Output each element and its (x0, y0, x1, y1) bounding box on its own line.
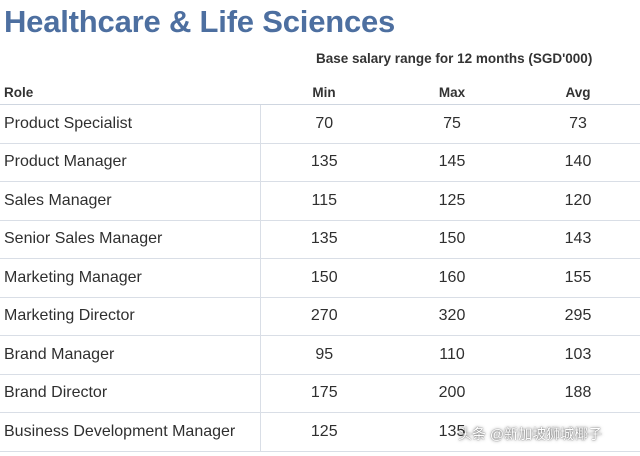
column-header-min: Min (260, 80, 388, 105)
min-cell: 175 (260, 374, 388, 413)
avg-cell: 120 (516, 181, 640, 221)
max-cell: 145 (388, 143, 516, 182)
role-cell: Product Manager (0, 143, 261, 182)
role-cell: Product Specialist (0, 104, 261, 144)
table-row: Brand Director 175 200 188 (0, 374, 640, 413)
table-header-row: Role Min Max Avg (0, 80, 640, 105)
column-header-max: Max (388, 80, 516, 105)
max-cell: 135 (388, 412, 516, 452)
watermark-text: 头条 @新加坡狮城椰子 (458, 426, 603, 442)
max-cell: 125 (388, 181, 516, 221)
salary-table: Role Min Max Avg Product Specialist 70 7… (0, 80, 640, 452)
min-cell: 135 (260, 143, 388, 182)
role-cell: Marketing Director (0, 297, 261, 336)
column-header-avg: Avg (516, 80, 640, 105)
max-cell: 150 (388, 220, 516, 259)
table-subheading: Base salary range for 12 months (SGD'000… (316, 51, 593, 66)
avg-cell: 140 (516, 143, 640, 182)
min-cell: 95 (260, 335, 388, 375)
avg-cell: 295 (516, 297, 640, 336)
role-cell: Business Development Manager (0, 412, 261, 452)
max-cell: 110 (388, 335, 516, 375)
table-row: Marketing Manager 150 160 155 (0, 258, 640, 298)
table-row: Sales Manager 115 125 120 (0, 181, 640, 221)
role-cell: Sales Manager (0, 181, 261, 221)
avg-cell: 103 (516, 335, 640, 375)
table-row: Marketing Director 270 320 295 (0, 297, 640, 336)
table-row: Brand Manager 95 110 103 (0, 335, 640, 375)
max-cell: 75 (388, 104, 516, 144)
avg-cell: 188 (516, 374, 640, 413)
role-cell: Senior Sales Manager (0, 220, 261, 259)
max-cell: 160 (388, 258, 516, 298)
table-row: Business Development Manager 125 135 (0, 412, 640, 452)
min-cell: 115 (260, 181, 388, 221)
avg-cell: 143 (516, 220, 640, 259)
role-cell: Marketing Manager (0, 258, 261, 298)
avg-cell: 73 (516, 104, 640, 144)
max-cell: 320 (388, 297, 516, 336)
table-row: Product Specialist 70 75 73 (0, 104, 640, 144)
avg-cell: 155 (516, 258, 640, 298)
column-header-role: Role (0, 80, 260, 105)
table-row: Product Manager 135 145 140 (0, 143, 640, 182)
max-cell: 200 (388, 374, 516, 413)
role-cell: Brand Director (0, 374, 261, 413)
min-cell: 270 (260, 297, 388, 336)
page-title: Healthcare & Life Sciences (4, 4, 396, 39)
min-cell: 70 (260, 104, 388, 144)
avg-cell (516, 412, 640, 452)
min-cell: 125 (260, 412, 388, 452)
min-cell: 150 (260, 258, 388, 298)
min-cell: 135 (260, 220, 388, 259)
table-row: Senior Sales Manager 135 150 143 (0, 220, 640, 259)
role-cell: Brand Manager (0, 335, 261, 375)
